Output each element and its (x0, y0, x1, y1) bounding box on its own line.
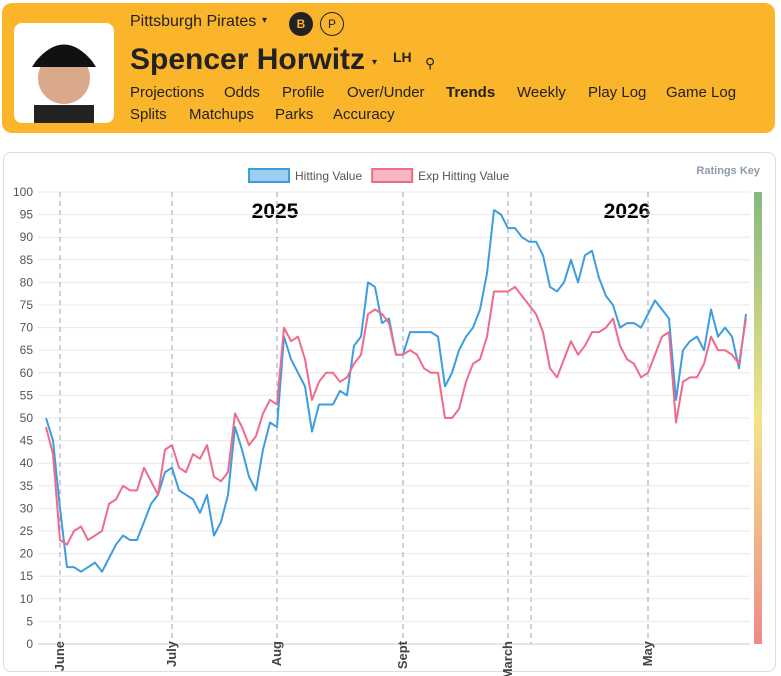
y-tick-label: 65 (20, 343, 34, 357)
nav-link[interactable]: Odds (224, 84, 260, 101)
y-tick-label: 50 (20, 411, 34, 425)
nav-link[interactable]: Parks (275, 106, 314, 123)
photo-placeholder (32, 44, 96, 123)
y-tick-label: 60 (20, 366, 34, 380)
y-tick-label: 90 (20, 230, 34, 244)
badge[interactable]: P (320, 12, 344, 36)
player-header: Pittsburgh Pirates ▾ B P Spencer Horwitz… (2, 3, 775, 133)
y-tick-label: 80 (20, 275, 34, 289)
nav-link[interactable]: Play Log (588, 84, 647, 101)
y-tick-label: 25 (20, 524, 34, 538)
series-line (45, 209, 747, 573)
nav-link-active[interactable]: Trends (446, 84, 496, 101)
nav-link[interactable]: Splits (130, 106, 167, 123)
dropdown-caret: ▾ (372, 57, 378, 68)
handedness: LH (393, 49, 412, 65)
y-tick-label: 15 (20, 569, 34, 583)
y-tick-label: 40 (20, 456, 34, 470)
x-tick-label: Aug (269, 641, 284, 666)
x-tick-label: May (640, 640, 655, 666)
dropdown-caret: ▾ (262, 15, 268, 26)
y-tick-label: 85 (20, 253, 34, 267)
year-annotation: 2026 (604, 200, 651, 223)
legend-swatch (248, 168, 290, 183)
ratings-key[interactable]: Ratings Key (696, 165, 760, 177)
y-tick-label: 5 (26, 614, 33, 628)
nav-link[interactable]: Projections (130, 84, 205, 101)
x-tick-label: July (164, 640, 179, 667)
nav-link[interactable]: Profile (282, 84, 325, 101)
y-tick-label: 0 (26, 637, 33, 651)
nav-link[interactable]: Game Log (666, 84, 737, 101)
search-icon[interactable]: ⚲ (425, 55, 436, 71)
player-name: Spencer Horwitz (130, 43, 366, 76)
player-photo (14, 23, 114, 123)
legend-swatch (371, 168, 414, 183)
y-tick-label: 10 (20, 592, 34, 606)
x-tick-label: June (52, 641, 67, 671)
ratings-gradient (754, 192, 762, 644)
y-tick-label: 75 (20, 298, 34, 312)
team-name[interactable]: Pittsburgh Pirates (130, 13, 257, 30)
x-tick-label: March (500, 641, 515, 676)
chart-card (3, 152, 776, 672)
nav-link[interactable]: Weekly (517, 84, 566, 101)
y-tick-label: 100 (13, 185, 33, 199)
badge[interactable]: B (289, 12, 313, 36)
y-tick-label: 45 (20, 434, 34, 448)
legend-label: Hitting Value (295, 169, 362, 183)
x-tick-label: Sept (395, 640, 410, 669)
nav-link[interactable]: Over/Under (347, 84, 425, 101)
y-tick-label: 20 (20, 547, 34, 561)
y-tick-label: 55 (20, 388, 34, 402)
series-line (45, 285, 747, 546)
y-tick-label: 70 (20, 321, 34, 335)
y-tick-label: 35 (20, 479, 34, 493)
year-annotation: 2025 (252, 200, 299, 223)
y-tick-label: 95 (20, 208, 34, 222)
nav-link[interactable]: Matchups (189, 106, 255, 123)
nav-link[interactable]: Accuracy (333, 106, 395, 123)
y-tick-label: 30 (20, 501, 34, 515)
legend-label: Exp Hitting Value (418, 169, 509, 183)
